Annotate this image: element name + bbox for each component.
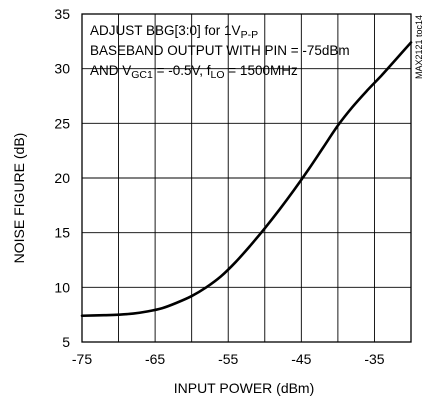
x-tick-label: -65 [145, 351, 165, 367]
figure-id-label: MAX2121 toc14 [414, 15, 424, 79]
annotation-line-3: AND VGC1 = -0.5V, fLO = 1500MHz [90, 63, 298, 81]
plot-frame [81, 13, 412, 343]
y-tick-label: 30 [54, 61, 70, 77]
series-line [80, 41, 413, 318]
x-tick-label: -75 [72, 351, 92, 367]
annotation-line-1: ADJUST BBG[3:0] for 1VP-P [90, 23, 258, 41]
y-axis-title: NOISE FIGURE (dB) [11, 133, 27, 264]
x-tick-labels: -75 -65 -55 -45 -35 [72, 351, 385, 367]
y-tick-label: 35 [54, 6, 70, 22]
annotation-line-2: BASEBAND OUTPUT WITH PIN = -75dBm [90, 43, 350, 58]
x-tick-label: -45 [291, 351, 311, 367]
x-tick-label: -35 [364, 351, 384, 367]
y-tick-label: 10 [54, 279, 70, 295]
y-tick-labels: 5 10 15 20 25 30 35 [54, 6, 70, 350]
x-axis-title: INPUT POWER (dBm) [174, 380, 315, 396]
y-tick-label: 5 [62, 334, 70, 350]
x-tick-label: -55 [218, 351, 238, 367]
y-tick-label: 25 [54, 115, 70, 131]
y-tick-label: 20 [54, 170, 70, 186]
y-tick-label: 15 [54, 225, 70, 241]
